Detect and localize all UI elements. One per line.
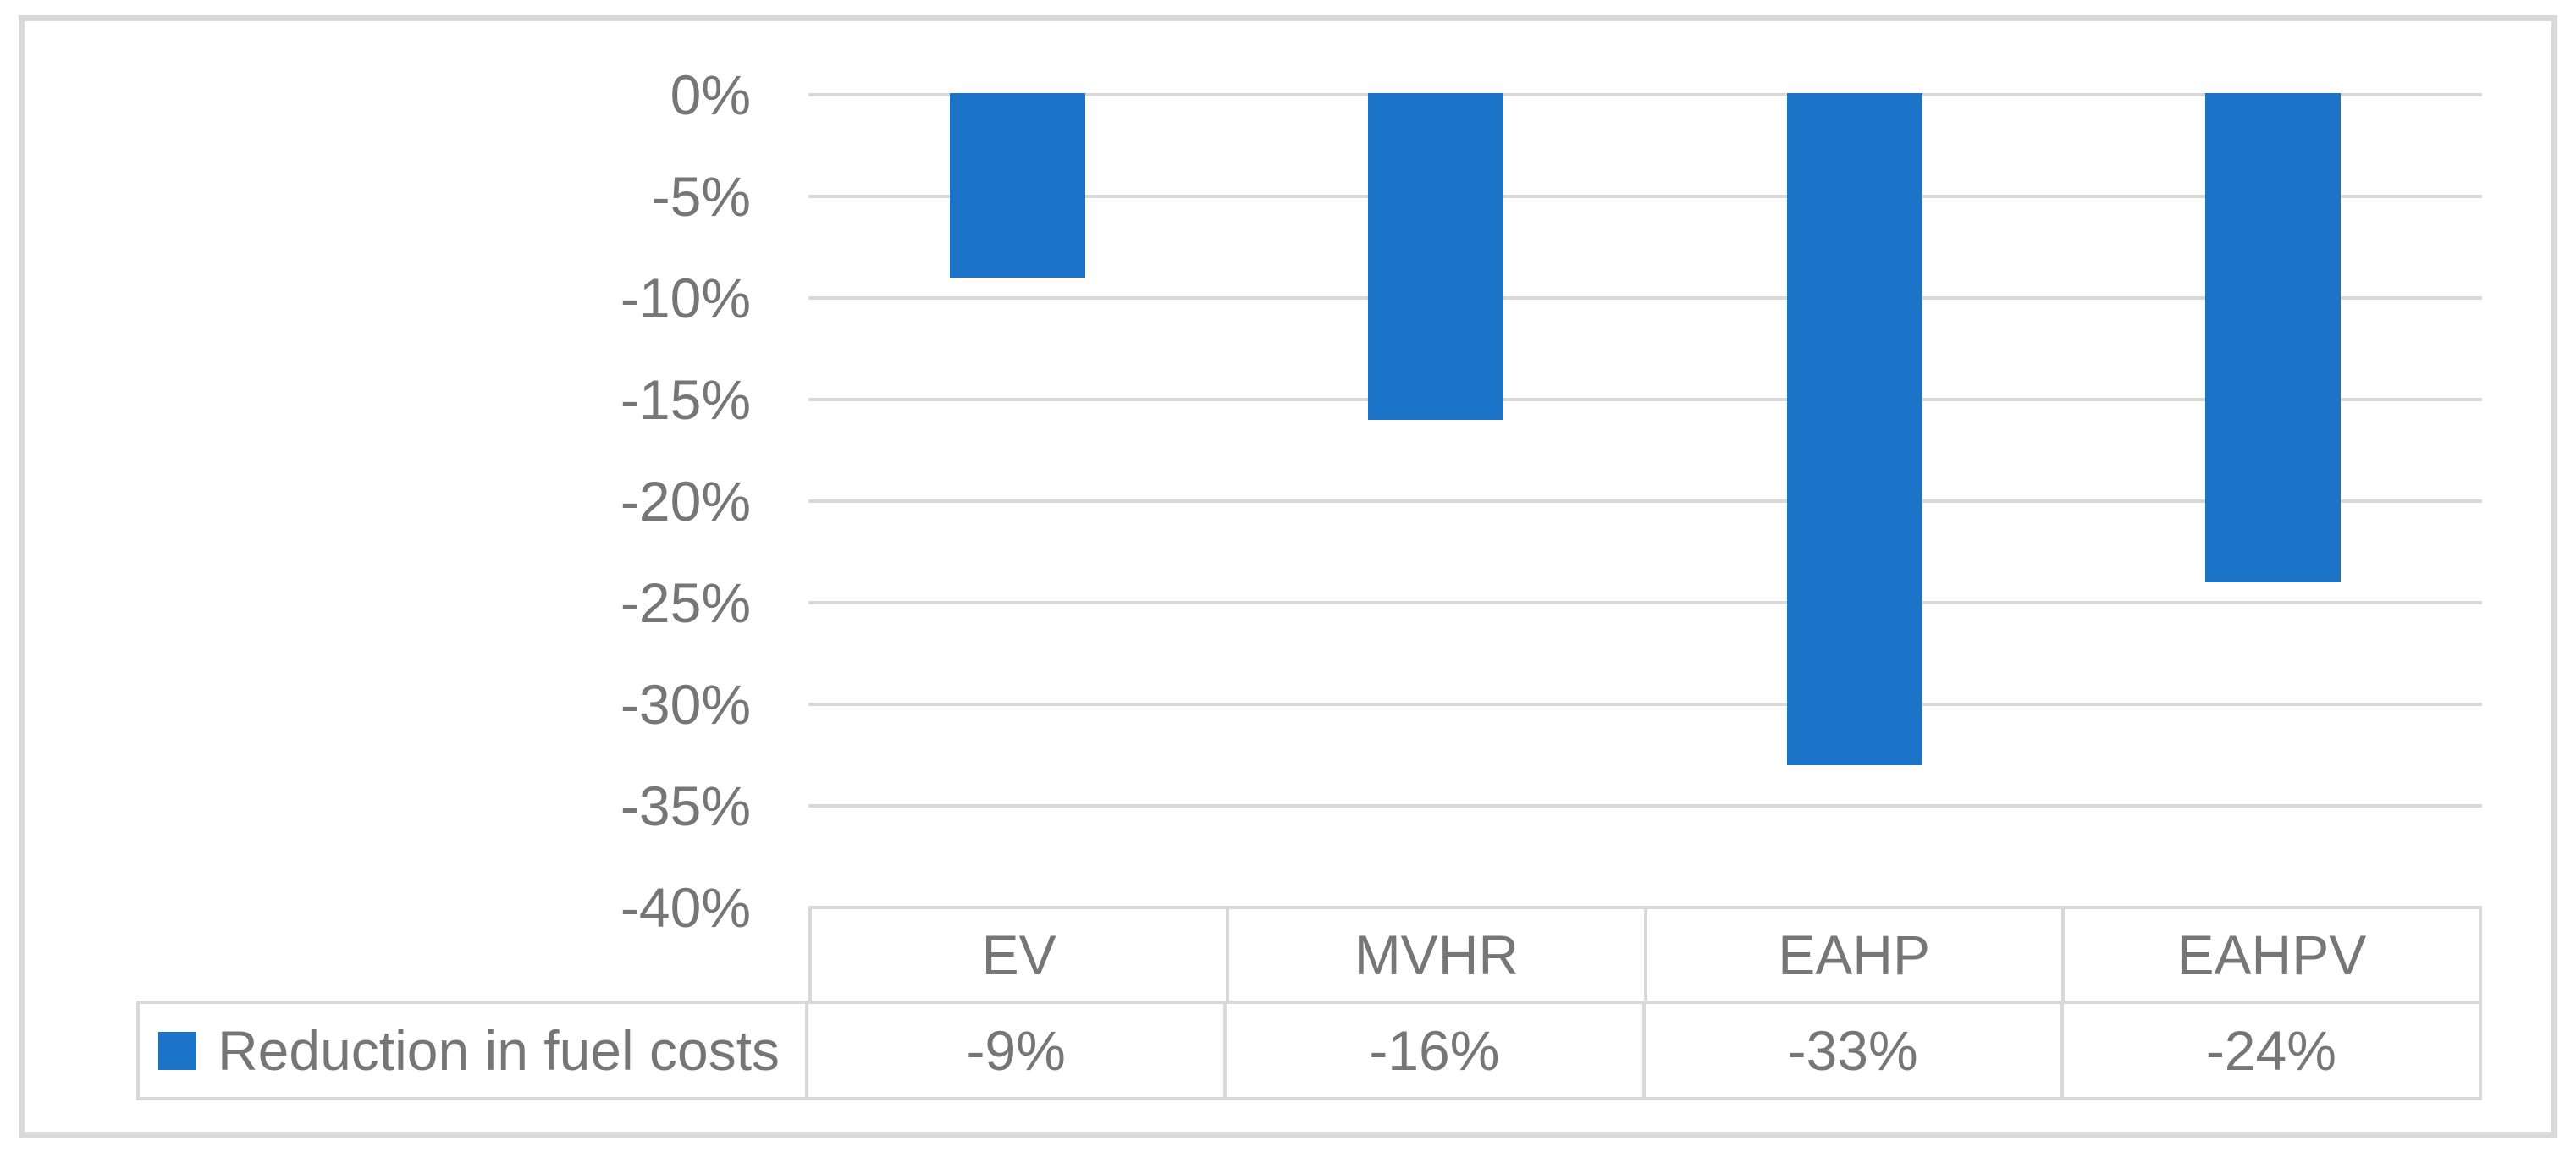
value-cell-EV: -9% <box>966 1019 1066 1082</box>
legend-series-label: Reduction in fuel costs <box>218 1019 781 1082</box>
y-axis-tick-label: -15% <box>620 368 751 431</box>
gridline--30% <box>808 703 2482 706</box>
y-axis-tick-label: -30% <box>620 673 751 736</box>
data-table-header-row: EV MVHR EAHP EAHPV <box>808 906 2482 1001</box>
value-cell-EAHPV: -24% <box>2060 1004 2479 1097</box>
value-cell-EAHP: -33% <box>1641 1004 2060 1097</box>
category-header-cell-EV: EV <box>981 924 1056 986</box>
legend-cell: Reduction in fuel costs <box>136 1001 808 1100</box>
y-axis-tick-label: -5% <box>651 165 751 228</box>
legend-color-swatch <box>158 1031 196 1070</box>
gridline--15% <box>808 398 2482 401</box>
value-cell-MVHR: -16% <box>1223 1004 1641 1097</box>
figure-border <box>19 15 2557 1138</box>
y-axis-tick-label: -10% <box>620 267 751 329</box>
gridline--20% <box>808 499 2482 503</box>
bar-MVHR <box>1368 93 1504 420</box>
gridline--5% <box>808 195 2482 198</box>
bar-EAHP <box>1786 93 1922 765</box>
y-axis-tick-label: 0% <box>670 63 751 126</box>
gridline--10% <box>808 296 2482 300</box>
category-header-cell-EAHPV: EAHPV <box>2060 909 2479 1001</box>
y-axis-tick-label: -20% <box>620 470 751 532</box>
category-header-cell-EAHP: EAHP <box>1643 909 2061 1001</box>
y-axis-tick-label: -40% <box>620 876 751 939</box>
gridline-0% <box>808 93 2482 96</box>
y-axis-tick-label: -35% <box>620 775 751 837</box>
bar-EV <box>950 93 1086 278</box>
data-table-values-row: -9% -16% -33% -24% <box>808 1001 2482 1100</box>
bar-EAHPV <box>2204 93 2341 582</box>
gridline--25% <box>808 601 2482 604</box>
category-header-cell-MVHR: MVHR <box>1226 909 1643 1001</box>
gridline--35% <box>808 804 2482 808</box>
y-axis-tick-label: -25% <box>620 571 751 634</box>
